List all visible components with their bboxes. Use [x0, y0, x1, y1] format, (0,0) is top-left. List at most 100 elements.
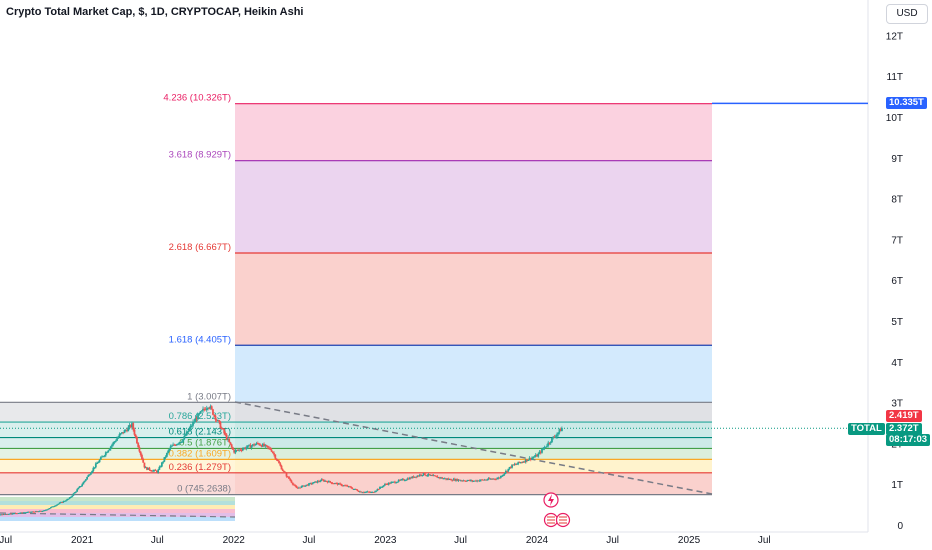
lower-band	[0, 509, 235, 513]
candle-body	[149, 470, 152, 472]
candle-body	[529, 457, 532, 460]
candle-body	[289, 478, 292, 481]
candle-body	[188, 428, 191, 432]
candle-body	[453, 478, 456, 481]
candle-body	[117, 436, 120, 439]
candle-body	[53, 505, 56, 507]
candle-body	[36, 511, 39, 513]
candle-body	[455, 478, 457, 481]
fib-zone	[235, 345, 712, 403]
fib-zone-left	[0, 459, 235, 473]
candle-body	[126, 430, 128, 432]
candle-body	[488, 478, 491, 480]
candle-body	[270, 449, 273, 452]
candle-body	[86, 476, 89, 480]
candle-body	[99, 457, 102, 460]
candle-body	[389, 482, 391, 484]
candle-body	[148, 467, 151, 471]
candle-body	[31, 511, 34, 513]
candle-body	[561, 428, 563, 432]
candle-body	[539, 451, 542, 453]
candle-body	[407, 478, 410, 480]
candle-body	[309, 483, 312, 485]
fib-level-label: 0.618 (2.143T)	[169, 427, 231, 438]
y-tick-label: 8T	[891, 195, 903, 206]
candle-body	[147, 467, 150, 470]
candle-body	[178, 442, 181, 444]
fib-zone	[235, 472, 712, 495]
candle-body	[193, 421, 196, 423]
lower-band	[0, 505, 235, 509]
candle-body	[528, 457, 531, 460]
candle-body	[243, 447, 246, 449]
candle-body	[442, 478, 445, 480]
candle-body	[218, 420, 221, 422]
candle-body	[219, 421, 222, 429]
candle-body	[61, 502, 64, 504]
candle-body	[311, 483, 314, 485]
candle-body	[256, 442, 259, 444]
fib-level-label: 2.618 (6.667T)	[169, 242, 231, 253]
candle-body	[421, 475, 424, 477]
candle-body	[46, 509, 49, 511]
candle-body	[254, 444, 257, 446]
candle-body	[160, 462, 163, 467]
candle-body	[199, 411, 202, 414]
candle-body	[240, 450, 243, 452]
x-tick-label: Jul	[151, 535, 164, 546]
candle-body	[255, 442, 258, 445]
candle-body	[462, 480, 465, 482]
candle-body	[335, 482, 338, 484]
candle-body	[77, 487, 80, 490]
currency-button[interactable]: USD	[886, 4, 928, 24]
candle-body	[290, 480, 293, 483]
candle-body	[503, 473, 506, 475]
candle-body	[451, 480, 454, 482]
candle-body	[249, 444, 252, 448]
candle-body	[408, 477, 411, 480]
candle-body	[432, 475, 435, 477]
candle-body	[397, 479, 400, 482]
candle-body	[107, 450, 110, 453]
candle-body	[306, 484, 309, 486]
candle-body	[489, 478, 492, 480]
candle-body	[544, 446, 547, 448]
candle-body	[12, 513, 15, 515]
candle-body	[285, 473, 288, 477]
candle-body	[66, 499, 69, 501]
candle-body	[527, 459, 530, 461]
candle-body	[404, 480, 406, 482]
candle-body	[329, 481, 332, 483]
candle-body	[362, 492, 365, 494]
y-tick-label: 0	[897, 521, 903, 532]
candle-body	[177, 443, 179, 445]
candle-body	[163, 457, 166, 462]
candle-body	[165, 452, 168, 457]
candle-body	[559, 429, 562, 432]
candle-body	[101, 456, 103, 458]
candle-body	[109, 446, 112, 450]
candle-body	[351, 488, 354, 490]
candle-body	[298, 487, 300, 489]
candle-body	[92, 467, 95, 472]
candle-body	[43, 510, 46, 512]
candle-body	[98, 459, 101, 463]
candle-body	[200, 410, 203, 412]
candle-body	[548, 442, 551, 444]
candle-body	[448, 479, 451, 481]
candle-body	[517, 461, 520, 464]
fib-zone-left	[0, 402, 235, 423]
candle-body	[546, 445, 548, 447]
candle-body	[246, 445, 249, 448]
candle-body	[300, 486, 303, 488]
candle-body	[234, 450, 237, 453]
candle-body	[325, 480, 328, 482]
candle-body	[213, 414, 216, 416]
candle-body	[401, 479, 404, 481]
candle-body	[406, 478, 409, 480]
candle-body	[313, 481, 315, 484]
candle-body	[27, 511, 30, 513]
candle-body	[50, 507, 52, 509]
candle-body	[416, 475, 419, 478]
